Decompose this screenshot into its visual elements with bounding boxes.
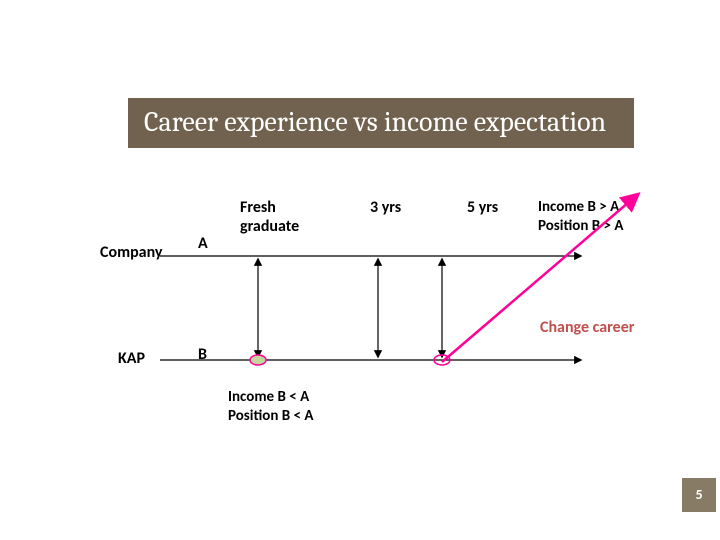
diagram-arrows	[0, 0, 720, 540]
page-number: 5	[682, 478, 716, 512]
